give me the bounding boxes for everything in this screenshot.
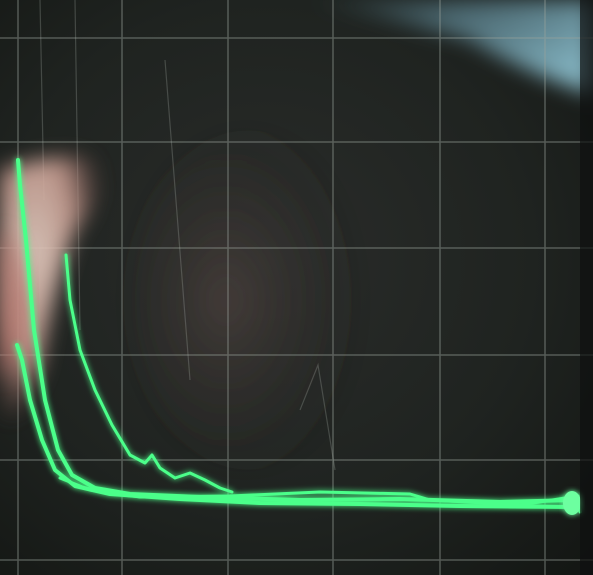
bezel-edge [580,0,593,575]
trace-tertiary [64,253,234,494]
background-reflection [130,130,370,470]
screen-reflection [300,0,593,95]
trace-primary [16,158,577,504]
waveform-traces [15,158,582,514]
trace-baseline-noise [58,476,582,514]
trace-endpoint [563,491,581,515]
